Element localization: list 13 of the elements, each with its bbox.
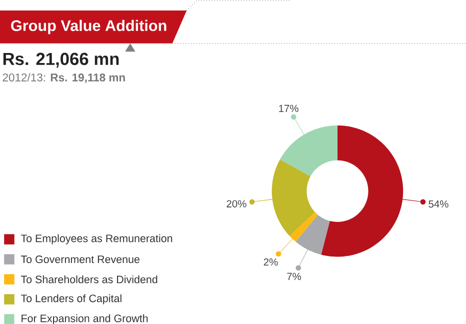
text: 2012/13: Rs. 19,118 mn — [2, 72, 125, 83]
legend-label: For Expansion and Growth — [22, 314, 148, 324]
data-label: 17% — [279, 104, 298, 112]
data-label: 7% — [287, 272, 302, 280]
data-label: 2% — [264, 258, 278, 266]
legend-label: To Employees as Remuneration — [20, 234, 172, 244]
legend-label: To Shareholders as Dividend — [20, 275, 158, 284]
chart-subtitle: Rs. 21,066 mn — [3, 52, 119, 68]
data-label: 20% — [226, 200, 246, 208]
data-label: 54% — [428, 200, 448, 208]
legend-label: To Government Revenue — [20, 255, 140, 263]
legend-label: To Lenders of Capital — [20, 294, 122, 304]
chart-title: Group Value Addition — [11, 20, 166, 34]
